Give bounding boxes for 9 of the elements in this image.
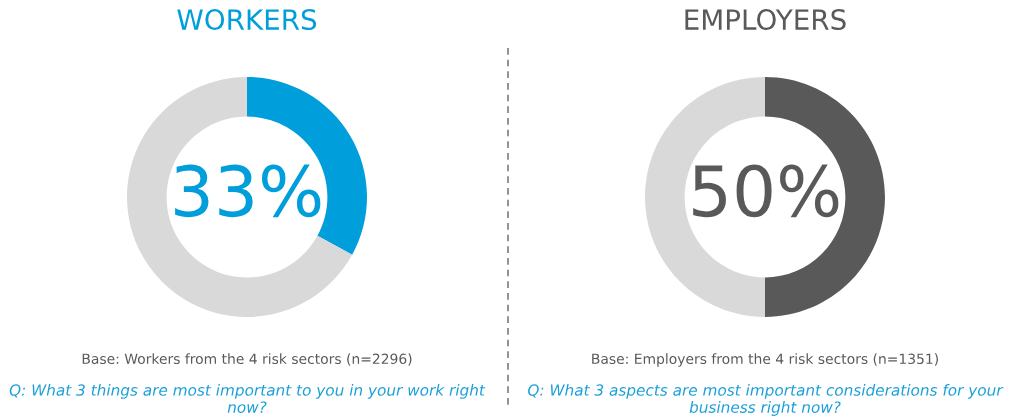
donut-slice bbox=[127, 77, 353, 317]
chart-title: EMPLOYERS bbox=[685, 9, 846, 31]
text: Q: What 3 things are most important to you in your work right now? bbox=[9, 384, 486, 413]
text: 33% bbox=[175, 164, 321, 218]
text: 50% bbox=[693, 164, 839, 218]
text: Base: Workers from the 4 risk sectors (n=2296) bbox=[82, 353, 412, 366]
chart-title: WORKERS bbox=[177, 9, 317, 31]
text: Base: Employers from the 4 risk sectors (n=1351) bbox=[592, 353, 938, 367]
text: Q: What 3 aspects are most important considerations for your business right now? bbox=[528, 384, 1004, 416]
